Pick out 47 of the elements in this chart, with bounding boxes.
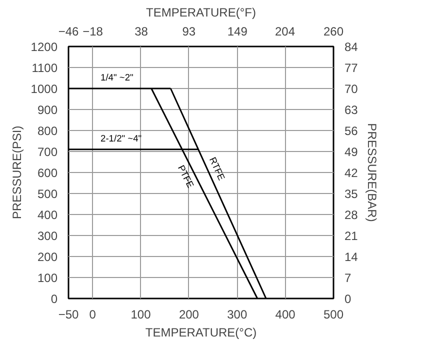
y-tick-label: 700 (37, 145, 58, 159)
y-tick-label: 900 (37, 103, 58, 117)
y2-tick-label: 56 (344, 124, 358, 138)
y-tick-label: 800 (37, 124, 58, 138)
y2-tick-label: 49 (344, 145, 358, 159)
y-tick-label: 100 (37, 271, 58, 285)
y-axis-title: PRESSURE(PSI) (10, 126, 24, 220)
y-tick-label: 1200 (30, 40, 58, 54)
y-tick-label: 1000 (30, 82, 58, 96)
x-axis-title: TEMPERATURE(°C) (145, 326, 257, 340)
y2-tick-label: 84 (344, 40, 358, 54)
text: RTFE (207, 156, 227, 182)
x2-tick-label: −18 (82, 24, 104, 38)
x2-tick-label: 93 (182, 24, 196, 38)
y-tick-label: 600 (37, 166, 58, 180)
x2-tick-label: 204 (274, 24, 296, 38)
x-tick-label: 0 (89, 308, 96, 322)
y2-tick-label: 77 (344, 61, 358, 75)
x-tick-label: 200 (178, 308, 200, 322)
x2-tick-label: 38 (134, 24, 148, 38)
y-tick-label: 500 (37, 187, 58, 201)
y-tick-label: 400 (37, 208, 58, 222)
x2-axis-title: TEMPERATURE(°F) (146, 6, 256, 20)
y-tick-label: 1100 (32, 61, 58, 75)
x-tick-label: 100 (130, 308, 152, 322)
x-tick-label: 500 (323, 308, 344, 322)
x-tick-label: 400 (275, 308, 296, 322)
x2-tick-label: 149 (227, 24, 248, 38)
x-tick-label: −50 (58, 308, 80, 322)
y2-tick-label: 21 (344, 229, 358, 243)
y-tick-label: 300 (37, 229, 58, 243)
y-tick-label: 0 (50, 292, 58, 306)
series-label: 1/4" ~2" (100, 72, 134, 82)
y2-tick-label: 42 (344, 166, 358, 180)
x2-tick-label: 260 (323, 24, 344, 38)
series-label: 2-1/2" ~4" (100, 133, 142, 144)
y-tick-label: 200 (37, 250, 58, 264)
y2-tick-label: 14 (344, 250, 358, 264)
y2-tick-label: 70 (344, 82, 358, 96)
y2-tick-label: 35 (344, 187, 358, 201)
x-tick-label: 300 (227, 308, 248, 322)
y2-tick-label: 7 (344, 271, 352, 285)
y2-tick-label: 63 (344, 103, 358, 117)
y2-tick-label: 28 (344, 208, 358, 222)
y2-axis-title: PRESSURE(BAR) (364, 123, 379, 222)
x2-tick-label: −46 (58, 24, 80, 38)
y2-tick-label: 0 (344, 292, 352, 306)
